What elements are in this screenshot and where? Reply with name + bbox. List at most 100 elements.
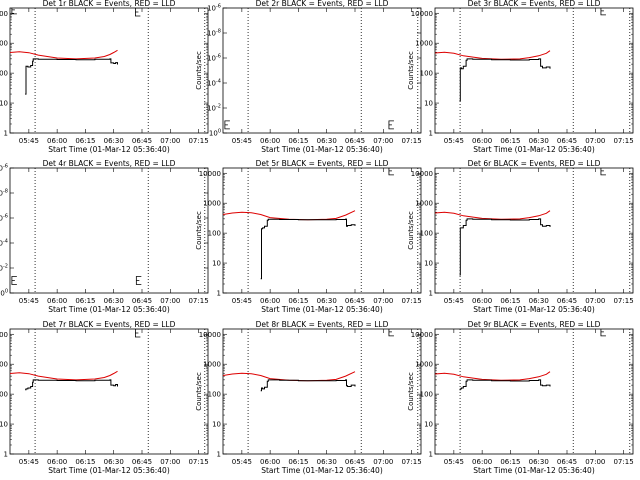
panel-det-7: Det 7r BLACK = Events, RED = LLD 05:45 06:… [0,320,209,475]
y-tick-label: 1 [4,130,8,138]
plot-area [435,329,606,391]
x-tick-label: 07:15 [401,458,421,466]
x-axis-label: Start Time (01-Mar-12 05:36:40) [473,466,595,475]
y-tick-label: 1000 [415,40,433,48]
events-series-line [260,379,356,392]
data-marker [135,8,141,17]
x-tick-label: 06:45 [557,137,577,145]
y-axis-label: Counts/sec [407,211,415,250]
data-marker [135,329,141,338]
plot-frame [434,7,634,134]
x-tick-label: 07:15 [401,137,421,145]
events-series-line [260,218,356,280]
x-tick-label: 07:00 [585,297,605,305]
x-tick-label: 06:15 [500,297,520,305]
y-tick-label: 1 [4,451,8,459]
x-axis-label: Start Time (01-Mar-12 05:36:40) [473,145,595,154]
y-tick-label: 100 [420,391,433,399]
plot-area [10,329,141,391]
x-tick-label: 07:15 [188,458,208,466]
x-axis-label: Start Time (01-Mar-12 05:36:40) [261,466,383,475]
data-marker [224,120,230,130]
data-marker [600,168,606,176]
y-tick-label: 10 [212,421,221,429]
x-axis-label: Start Time (01-Mar-12 05:36:40) [48,466,170,475]
panel-det-4: Det 4r BLACK = Events, RED = LLD 05:45 06:… [0,159,209,314]
x-tick-label: 06:30 [104,137,124,145]
panel-det-3: Det 3r BLACK = Events, RED = LLD 05:45 06:… [407,0,634,154]
y-tick-label: 10 [424,100,433,108]
y-tick-label: 10-6 [207,4,221,13]
panel-det-2: Det 2r BLACK = Events, RED = LLD 05:45 06:… [195,0,422,154]
data-marker [388,329,394,337]
plot-area [10,8,141,95]
panel-title: Det 1r BLACK = Events, RED = LLD [43,0,176,8]
y-tick-label: 10000 [199,331,221,339]
y-tick-label: 1 [217,290,221,298]
plot-area [224,120,394,130]
x-tick-label: 06:30 [317,137,337,145]
x-tick-label: 06:00 [260,137,280,145]
y-tick-label: 10-2 [207,104,221,113]
x-tick-label: 06:30 [529,137,549,145]
x-tick-label: 06:00 [47,458,67,466]
y-tick-label: 10000 [199,170,221,178]
panel-title: Det 8r BLACK = Events, RED = LLD [256,320,389,329]
y-tick-label: 10 [0,421,8,429]
x-tick-label: 07:15 [188,137,208,145]
y-tick-label: 100 [420,230,433,238]
panel-det-1: Det 1r BLACK = Events, RED = LLD 05:45 06:… [0,0,209,154]
plot-area [223,329,394,392]
y-tick-label: 10000 [0,10,8,18]
x-tick-label: 07:15 [188,297,208,305]
x-tick-label: 05:45 [19,458,39,466]
panel-title: Det 7r BLACK = Events, RED = LLD [43,320,176,329]
y-tick-label: 10000 [411,170,433,178]
x-tick-label: 06:15 [75,458,95,466]
events-series-line [459,58,551,102]
x-tick-label: 05:45 [444,297,464,305]
x-tick-label: 06:00 [47,137,67,145]
x-tick-label: 06:00 [260,297,280,305]
y-tick-label: 1 [217,451,221,459]
plot-frame [9,167,209,294]
y-tick-label: 100 [208,391,221,399]
plot-frame [434,167,634,294]
panel-title: Det 4r BLACK = Events, RED = LLD [43,159,176,168]
panel-det-6: Det 6r BLACK = Events, RED = LLD 05:45 06:… [407,159,634,314]
x-tick-label: 06:15 [500,137,520,145]
y-axis-label: Counts/sec [195,372,203,411]
x-axis-label: Start Time (01-Mar-12 05:36:40) [261,305,383,314]
x-tick-label: 05:45 [232,458,252,466]
x-tick-label: 06:45 [132,137,152,145]
plot-area [435,168,606,276]
lld-series-line [10,49,118,60]
x-axis-label: Start Time (01-Mar-12 05:36:40) [48,305,170,314]
x-tick-label: 06:00 [260,458,280,466]
y-tick-label: 100 [0,289,8,298]
lld-series-line [435,371,551,381]
y-tick-label: 1000 [415,361,433,369]
y-tick-label: 10-8 [207,29,221,38]
y-tick-label: 100 [0,391,8,399]
x-tick-label: 05:45 [232,137,252,145]
x-tick-label: 07:15 [401,297,421,305]
plot-frame [9,328,209,455]
x-tick-label: 06:30 [104,458,124,466]
data-marker [388,168,394,176]
x-tick-label: 05:45 [232,297,252,305]
data-marker [11,8,17,15]
x-tick-label: 05:45 [19,137,39,145]
y-tick-label: 10000 [0,331,8,339]
plot-frame [222,7,422,134]
x-tick-label: 06:15 [288,137,308,145]
panel-det-5: Det 5r BLACK = Events, RED = LLD 05:45 06:… [195,159,422,314]
events-series-line [25,58,118,95]
x-tick-label: 06:15 [288,458,308,466]
y-tick-label: 100 [209,129,221,138]
lld-series-line [435,50,551,60]
panel-title: Det 5r BLACK = Events, RED = LLD [256,159,389,168]
y-tick-label: 100 [208,230,221,238]
x-tick-label: 06:30 [317,458,337,466]
y-tick-label: 1 [429,130,433,138]
